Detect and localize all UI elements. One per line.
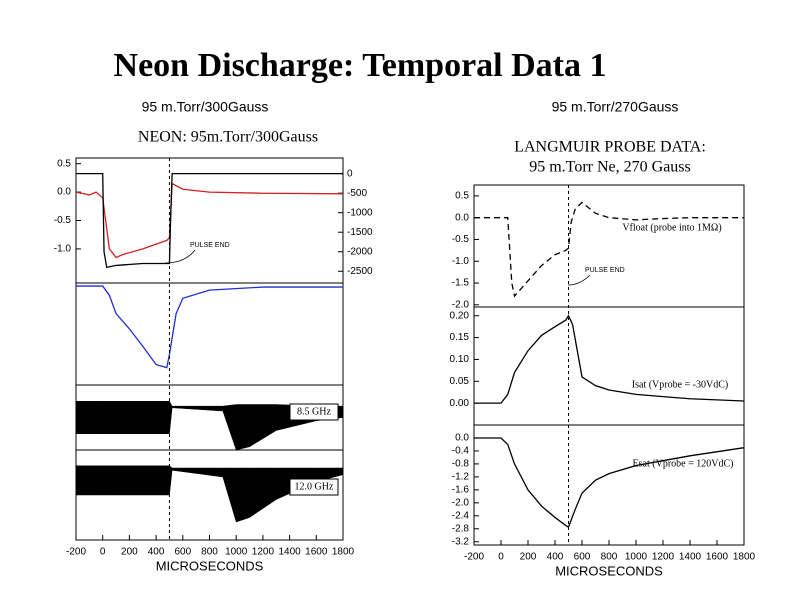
y-tick-label: 0.15 xyxy=(450,332,470,343)
panel-label: 8.5 GHz xyxy=(297,406,331,417)
x-tick-label: 1400 xyxy=(679,552,702,563)
signal-band xyxy=(75,401,344,451)
pulse-label: PULSE END xyxy=(190,242,230,249)
y-tick-label: -0.8 xyxy=(452,459,470,470)
y-tick-label: 0.0 xyxy=(57,187,71,198)
y-tick-label: -1.0 xyxy=(452,256,470,267)
y-tick-label: 0.0 xyxy=(455,212,469,223)
y-tick-label: 0.10 xyxy=(450,354,470,365)
x-tick-label: 1200 xyxy=(252,547,275,558)
plot-title: 95 m.Torr Ne, 270 Gauss xyxy=(529,159,691,176)
x-tick-label: 1600 xyxy=(305,547,328,558)
x-tick-label: 1200 xyxy=(652,552,675,563)
x-tick-label: 1000 xyxy=(625,552,648,563)
y-tick-label: -2.8 xyxy=(452,523,470,534)
pulse-arrow xyxy=(567,274,591,286)
y-tick-label: -1.6 xyxy=(452,485,470,496)
y-tick-label: -2.0 xyxy=(452,299,470,310)
chart-title: 95 m.Torr/270Gauss xyxy=(552,99,679,115)
y-tick-label: -2500 xyxy=(347,266,373,277)
y-tick-label: 0.05 xyxy=(450,376,470,387)
y-tick-label: -1.2 xyxy=(452,472,470,483)
panel-label: Esat (Vprobe = 120VdC) xyxy=(633,458,734,469)
x-tick-label: 400 xyxy=(547,552,564,563)
signal-band xyxy=(75,465,344,523)
y-tick-label: 0.00 xyxy=(450,398,470,409)
y-tick-label: -3.2 xyxy=(452,536,470,547)
x-tick-label: 1000 xyxy=(225,547,248,558)
x-tick-label: 1800 xyxy=(332,547,355,558)
x-tick-label: 1600 xyxy=(706,552,729,563)
slide-title: Neon Discharge: Temporal Data 1 xyxy=(114,47,607,84)
y-tick-label: -1.5 xyxy=(452,278,470,289)
panel-label: Vfloat (probe into 1MΩ) xyxy=(622,222,721,233)
trace xyxy=(75,182,344,259)
y-tick-label: 0.5 xyxy=(455,191,469,202)
trace xyxy=(76,285,343,369)
x-tick-label: 800 xyxy=(601,552,618,563)
pulse-arrow xyxy=(164,249,196,264)
x-tick-label: 0 xyxy=(498,552,504,563)
x-tick-label: 1800 xyxy=(733,552,756,563)
x-tick-label: 200 xyxy=(121,547,138,558)
x-tick-label: 1400 xyxy=(278,547,301,558)
pulse-label: PULSE END xyxy=(585,267,625,274)
x-tick-label: 800 xyxy=(201,547,218,558)
x-tick-label: 400 xyxy=(148,547,165,558)
x-tick-label: 200 xyxy=(520,552,537,563)
label-box xyxy=(289,478,339,496)
x-tick-label: -200 xyxy=(464,552,484,563)
y-tick-label: -1000 xyxy=(347,207,373,218)
panel-label: 12.0 GHz xyxy=(295,481,334,492)
x-axis-label: MICROSECONDS xyxy=(156,558,264,573)
plot-title: NEON: 95m.Torr/300Gauss xyxy=(138,129,318,146)
y-tick-label: -0.5 xyxy=(54,215,72,226)
trace xyxy=(474,314,745,404)
y-tick-label: 0.5 xyxy=(57,158,71,169)
plot-title: LANGMUIR PROBE DATA: xyxy=(514,139,706,156)
trace xyxy=(76,172,343,269)
chart-title: 95 m.Torr/300Gauss xyxy=(142,99,269,115)
y-tick-label: -500 xyxy=(347,188,367,199)
y-tick-label: -2.4 xyxy=(452,510,470,521)
trace xyxy=(474,201,744,298)
x-tick-label: 600 xyxy=(174,547,191,558)
y-tick-label: -2000 xyxy=(347,246,373,257)
y-tick-label: 0.20 xyxy=(450,310,470,321)
y-tick-label: -1500 xyxy=(347,227,373,238)
x-axis-label: MICROSECONDS xyxy=(555,563,663,578)
y-tick-label: -2.0 xyxy=(452,497,470,508)
x-tick-label: 0 xyxy=(100,547,106,558)
x-tick-label: 600 xyxy=(574,552,591,563)
y-tick-label: 0.0 xyxy=(455,433,469,444)
y-tick-label: -0.4 xyxy=(452,446,470,457)
x-tick-label: -200 xyxy=(66,547,86,558)
label-box xyxy=(289,403,339,421)
y-tick-label: -1.0 xyxy=(54,244,72,255)
panel-label: Isat (Vprobe = -30VdC) xyxy=(632,379,728,390)
y-tick-label: 0 xyxy=(347,168,353,179)
y-tick-label: -0.5 xyxy=(452,234,470,245)
